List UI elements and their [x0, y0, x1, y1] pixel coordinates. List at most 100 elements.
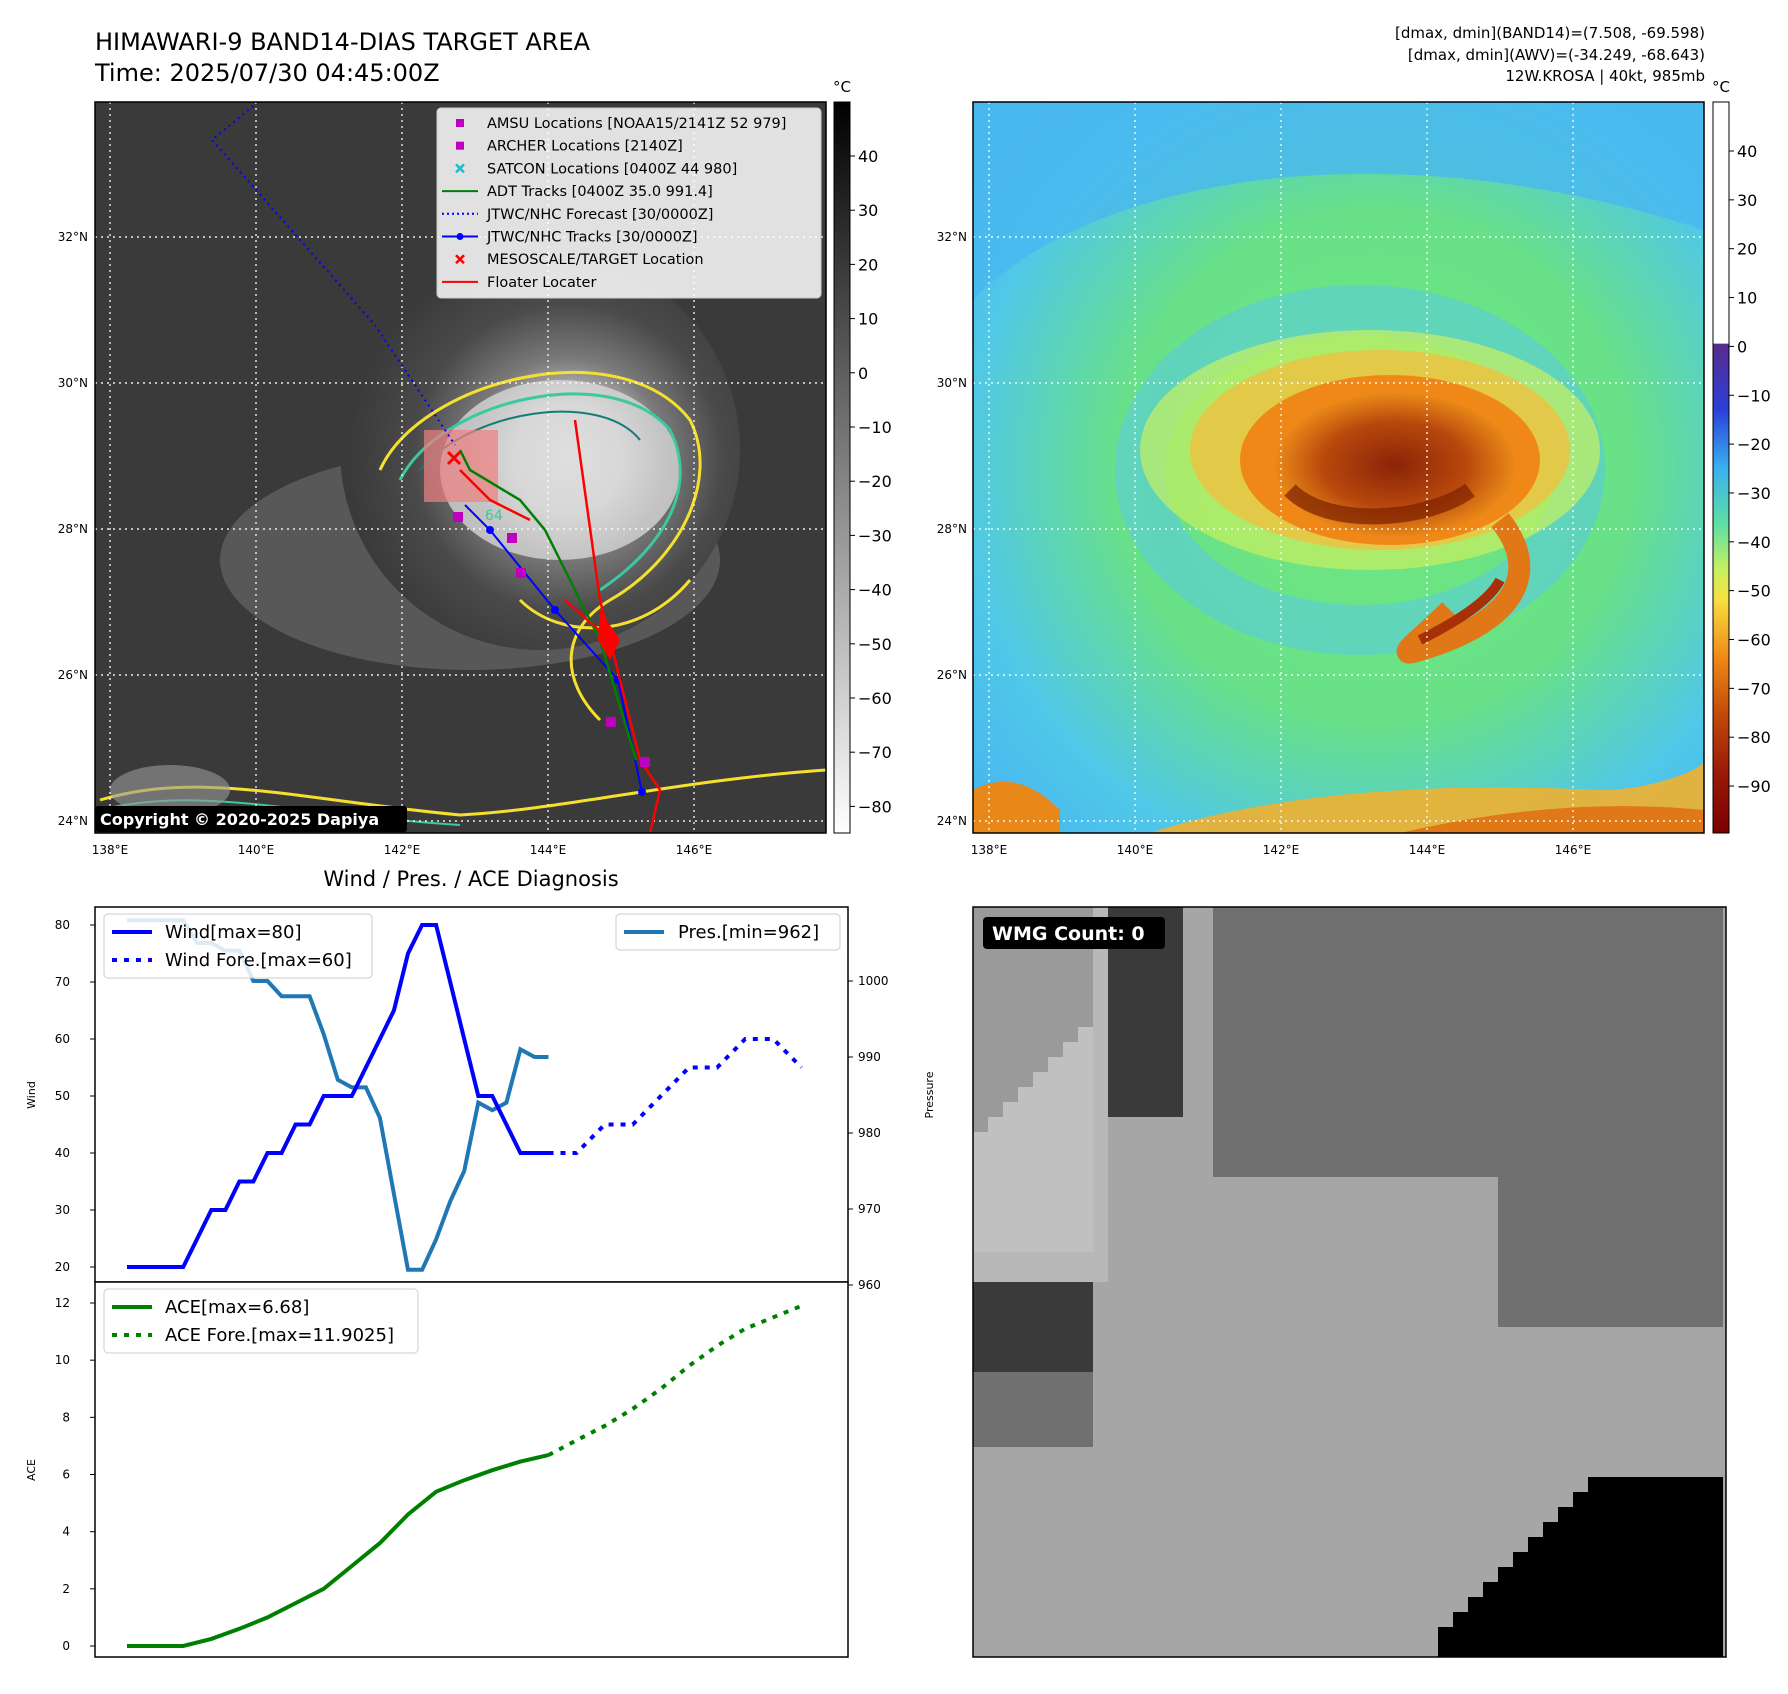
wmg-cell: [1693, 982, 1708, 997]
wmg-cell: [1063, 1312, 1078, 1327]
wmg-cell: [1633, 1012, 1648, 1027]
wmg-cell: [1333, 1162, 1348, 1177]
wmg-cell: [1393, 982, 1408, 997]
wmg-cell: [1528, 1297, 1543, 1312]
wmg-cell: [1543, 982, 1558, 997]
wmg-cell: [1708, 1057, 1723, 1072]
wmg-cell: [1678, 982, 1693, 997]
wmg-cell: [1573, 1207, 1588, 1222]
wmg-cell: [1108, 1042, 1123, 1057]
wmg-cell: [1498, 1057, 1513, 1072]
wmg-cell: [1033, 1357, 1048, 1372]
wmg-cell: [1453, 1612, 1468, 1627]
wmg-cell: [1618, 1312, 1633, 1327]
wmg-cell: [1378, 907, 1393, 922]
wmg-cell: [1048, 1027, 1063, 1042]
wmg-cell: [1588, 1582, 1603, 1597]
wmg-cell: [1408, 1177, 1423, 1192]
wmg-cell: [1678, 997, 1693, 1012]
wmg-cell: [1378, 1222, 1393, 1237]
wmg-cell: [1618, 1552, 1633, 1567]
wmg-cell: [1078, 1207, 1093, 1222]
wmg-cell: [1693, 1132, 1708, 1147]
wmg-cell: [1393, 1027, 1408, 1042]
wmg-cell: [1693, 952, 1708, 967]
wmg-cell: [1528, 1087, 1543, 1102]
wmg-cell: [1408, 1027, 1423, 1042]
wmg-cell: [1033, 1192, 1048, 1207]
wmg-cell: [1273, 952, 1288, 967]
wmg-cell: [1558, 1597, 1573, 1612]
wmg-cell: [1123, 952, 1138, 967]
wmg-cell: [1573, 1537, 1588, 1552]
wmg-cell: [1573, 1027, 1588, 1042]
legend-marker-0: [456, 119, 464, 127]
wmg-cell: [1138, 1012, 1153, 1027]
wmg-cell: [1063, 1387, 1078, 1402]
wmg-cell: [1018, 1432, 1033, 1447]
wmg-cell: [1033, 1087, 1048, 1102]
wmg-cell: [1618, 1297, 1633, 1312]
wmg-cell: [1648, 1087, 1663, 1102]
wmg-cell: [1663, 1567, 1678, 1582]
wmg-cell: [1303, 1072, 1318, 1087]
wmg-cell: [1438, 1252, 1453, 1267]
wmg-cell: [1498, 1237, 1513, 1252]
wmg-cell: [1063, 1267, 1078, 1282]
wmg-cell: [988, 1102, 1003, 1117]
wmg-cell: [1513, 1252, 1528, 1267]
wmg-cell: [1648, 1492, 1663, 1507]
wmg-cell: [1048, 1282, 1063, 1297]
wmg-cell: [1528, 1162, 1543, 1177]
wmg-cell: [1438, 1642, 1453, 1657]
legend-ace: ACE[max=6.68]: [165, 1297, 309, 1318]
wmg-cell: [1318, 952, 1333, 967]
wmg-cell: [1273, 1102, 1288, 1117]
wmg-cell: [1288, 1252, 1303, 1267]
figure-time: Time: 2025/07/30 04:45:00Z: [94, 59, 440, 87]
wmg-cell: [1033, 1402, 1048, 1417]
wmg-cell: [1558, 1207, 1573, 1222]
wmg-cell: [1678, 1132, 1693, 1147]
wmg-cell: [1648, 982, 1663, 997]
wmg-cell: [1573, 1267, 1588, 1282]
wind-tick-5: 30: [55, 1203, 70, 1217]
wmg-cell: [1033, 1177, 1048, 1192]
legend-label-5: JTWC/NHC Tracks [30/0000Z]: [486, 230, 698, 246]
wmg-cell: [1378, 922, 1393, 937]
wmg-cell: [1618, 1612, 1633, 1627]
wmg-cell: [1303, 982, 1318, 997]
wmg-cell: [1633, 1027, 1648, 1042]
wmg-cell: [1318, 922, 1333, 937]
pressure-tick-0: 1000: [858, 974, 889, 988]
wmg-cell: [1528, 1027, 1543, 1042]
wmg-cell: [1393, 997, 1408, 1012]
wmg-cell: [1078, 1147, 1093, 1162]
wmg-cell: [1678, 1267, 1693, 1282]
wmg-cell: [1333, 1192, 1348, 1207]
wmg-cell: [1558, 937, 1573, 952]
wmg-cell: [1303, 922, 1318, 937]
wmg-cell: [1543, 1117, 1558, 1132]
wmg-cell: [1588, 1132, 1603, 1147]
wmg-cell: [1318, 907, 1333, 922]
wmg-cell: [1618, 1132, 1633, 1147]
wmg-cell: [1558, 907, 1573, 922]
wmg-cell: [1483, 982, 1498, 997]
wmg-cell: [1333, 1087, 1348, 1102]
wmg-cell: [1003, 1042, 1018, 1057]
wmg-cell: [1138, 967, 1153, 982]
wmg-cell: [1393, 1222, 1408, 1237]
lon-label-140-right: 140°E: [1117, 843, 1154, 857]
wmg-cell: [1288, 1087, 1303, 1102]
wmg-cell: [1018, 1177, 1033, 1192]
wmg-cell: [1123, 1087, 1138, 1102]
wmg-cell: [1678, 1087, 1693, 1102]
wmg-cell: [1168, 937, 1183, 952]
wmg-cell: [1633, 907, 1648, 922]
wmg-cell: [1093, 1207, 1108, 1222]
wmg-cell: [1243, 997, 1258, 1012]
wmg-cell: [1243, 1192, 1258, 1207]
wmg-cell: [1123, 1102, 1138, 1117]
